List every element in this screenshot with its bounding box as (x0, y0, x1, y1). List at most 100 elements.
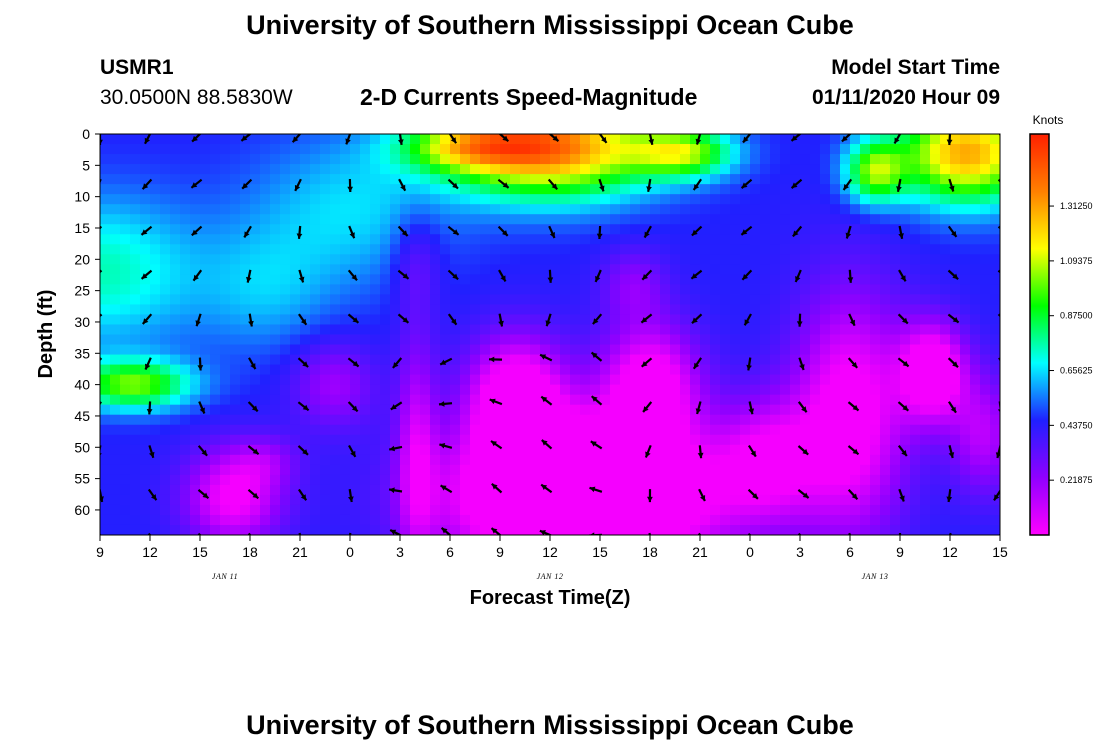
heatmap-cell (260, 214, 271, 225)
heatmap-cell (320, 244, 331, 255)
heatmap-cell (780, 164, 791, 175)
heatmap-cell (310, 234, 321, 245)
heatmap-cell (220, 134, 231, 145)
heatmap-cell (290, 404, 301, 416)
heatmap-cell (180, 184, 191, 195)
heatmap-cell (610, 314, 621, 326)
heatmap-cell (600, 224, 611, 235)
heatmap-cell (690, 474, 701, 486)
heatmap-cell (750, 414, 761, 426)
heatmap-cell (110, 204, 121, 215)
current-arrow (848, 313, 856, 327)
heatmap-cell (820, 254, 831, 265)
heatmap-cell (180, 444, 191, 456)
heatmap-cell (210, 434, 221, 446)
heatmap-cell (330, 284, 341, 296)
heatmap-cell (570, 214, 581, 225)
heatmap-cell (190, 484, 201, 496)
heatmap-cell (990, 424, 1000, 436)
heatmap-cell (200, 484, 211, 496)
heatmap-cell (120, 464, 131, 476)
heatmap-cell (150, 414, 161, 426)
heatmap-cell (120, 214, 131, 225)
heatmap-cell (110, 484, 121, 496)
heatmap-cell (480, 504, 491, 516)
heatmap-cell (240, 174, 251, 185)
heatmap-cell (270, 184, 281, 195)
heatmap-cell (350, 254, 361, 265)
heatmap-cell (410, 144, 421, 155)
heatmap-cell (400, 144, 411, 155)
heatmap-cell (360, 304, 371, 316)
heatmap-cell (580, 394, 591, 406)
heatmap-cell (740, 344, 751, 356)
heatmap-cell (500, 384, 511, 396)
heatmap-cell (790, 364, 801, 376)
heatmap-cell (860, 404, 871, 416)
heatmap-cell (190, 164, 201, 175)
heatmap-cell (360, 244, 371, 255)
heatmap-cell (280, 284, 291, 296)
heatmap-cell (450, 344, 461, 356)
heatmap-cell (340, 164, 351, 175)
heatmap-cell (440, 214, 451, 225)
heatmap-cell (150, 524, 161, 535)
heatmap-cell (170, 174, 181, 185)
heatmap-cell (990, 384, 1000, 396)
heatmap-cell (500, 254, 511, 265)
heatmap-cell (630, 394, 641, 406)
heatmap-cell (720, 454, 731, 466)
heatmap-cell (680, 204, 691, 215)
y-tick-label: 10 (74, 189, 90, 205)
heatmap-cell (740, 434, 751, 446)
heatmap-cell (500, 224, 511, 235)
heatmap-cells (100, 134, 1000, 535)
heatmap-cell (980, 174, 991, 185)
heatmap-cell (540, 374, 551, 386)
heatmap-cell (740, 354, 751, 366)
heatmap-cell (870, 334, 881, 346)
heatmap-cell (620, 444, 631, 456)
heatmap-cell (810, 174, 821, 185)
heatmap-cell (710, 334, 721, 346)
heatmap-cell (330, 494, 341, 506)
heatmap-cell (470, 384, 481, 396)
heatmap-cell (350, 234, 361, 245)
heatmap-cell (830, 194, 841, 205)
heatmap-cell (710, 424, 721, 436)
heatmap-cell (130, 474, 141, 486)
heatmap-cell (540, 434, 551, 446)
heatmap-cell (600, 184, 611, 195)
heatmap-cell (600, 144, 611, 155)
heatmap-cell (950, 364, 961, 376)
heatmap-cell (660, 404, 671, 416)
heatmap-cell (390, 294, 401, 306)
heatmap-cell (410, 514, 421, 526)
heatmap-cell (990, 204, 1000, 215)
heatmap-cell (270, 474, 281, 486)
heatmap-cell (690, 494, 701, 506)
heatmap-cell (510, 354, 521, 366)
heatmap-cell (410, 254, 421, 265)
current-arrow (348, 489, 354, 503)
heatmap-cell (550, 214, 561, 225)
date-label: JAN 12 (537, 572, 564, 581)
heatmap-cell (460, 524, 471, 535)
heatmap-cell (740, 494, 751, 506)
heatmap-cell (920, 364, 931, 376)
heatmap-cell (690, 364, 701, 376)
heatmap-cell (200, 454, 211, 466)
heatmap-cell (160, 144, 171, 155)
heatmap-cell (430, 254, 441, 265)
current-arrow (439, 357, 453, 366)
heatmap-cell (620, 194, 631, 205)
heatmap-cell (420, 464, 431, 476)
heatmap-cell (900, 484, 911, 496)
heatmap-cell (510, 294, 521, 306)
heatmap-cell (460, 504, 471, 516)
heatmap-cell (220, 504, 231, 516)
heatmap-cell (310, 204, 321, 215)
heatmap-cell (720, 244, 731, 255)
heatmap-cell (310, 214, 321, 225)
heatmap-cell (630, 524, 641, 535)
